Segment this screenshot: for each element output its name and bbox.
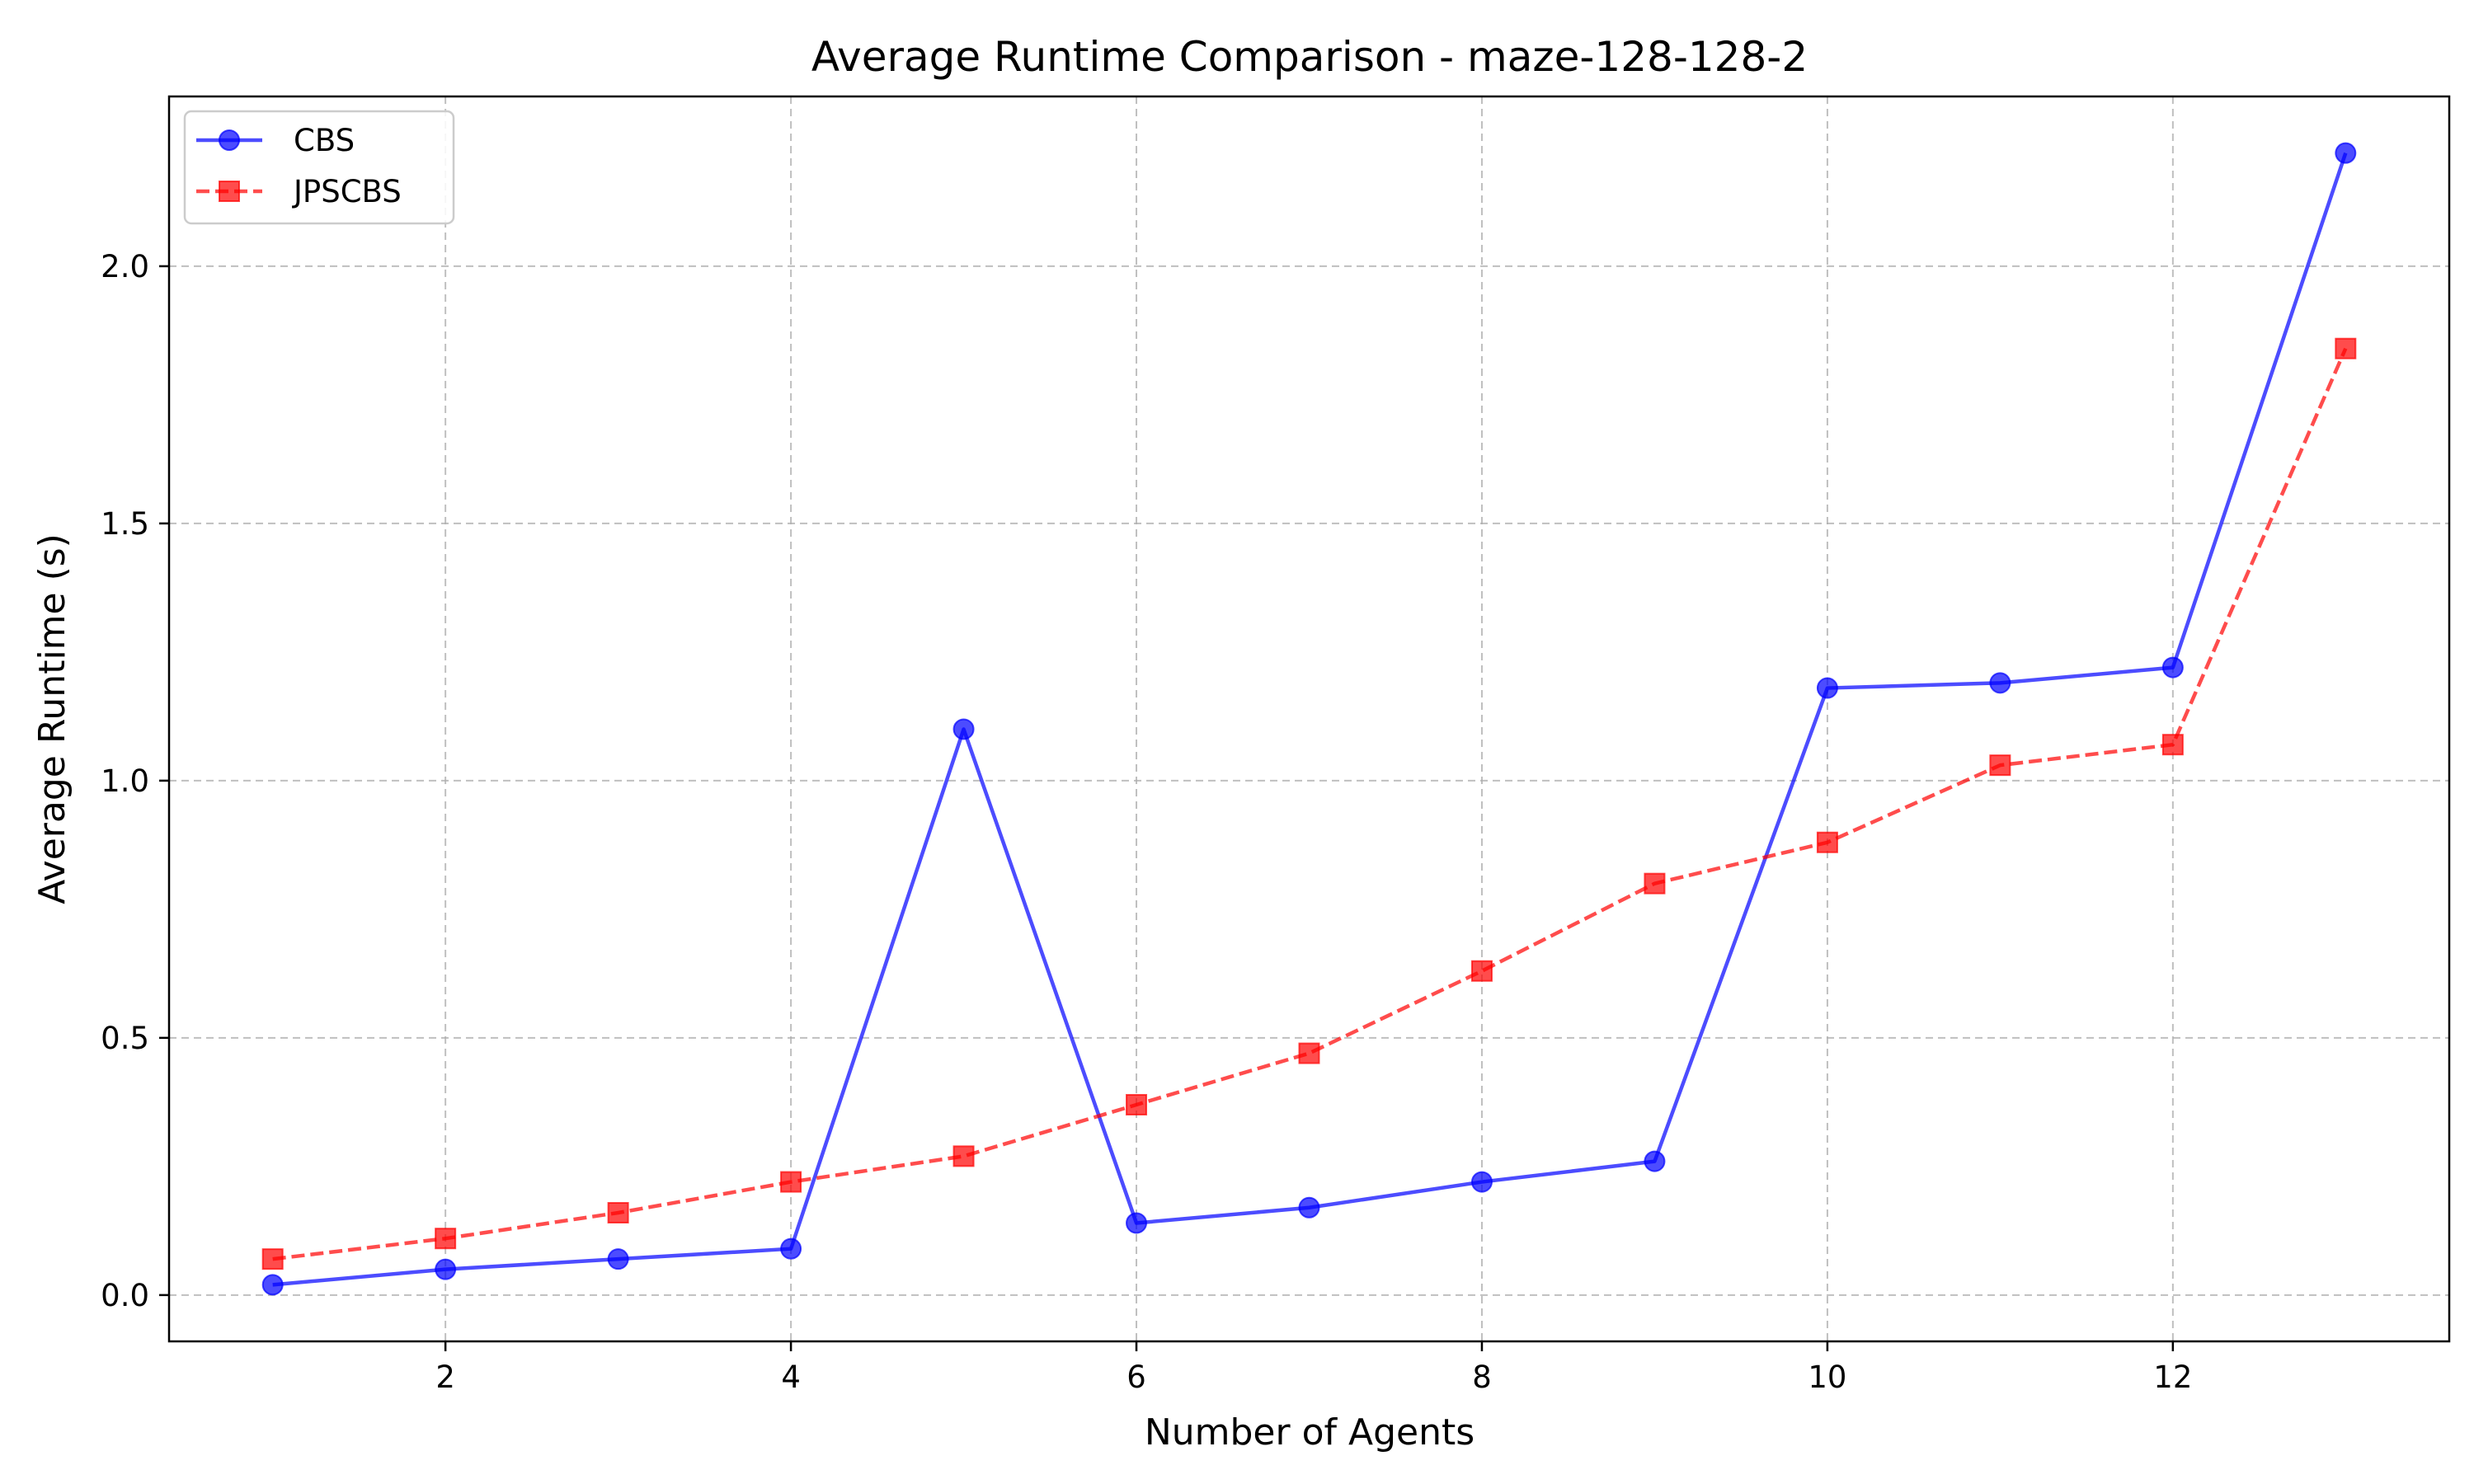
data-point-jpscbs (435, 1228, 457, 1250)
y-tick-label: 1.0 (101, 763, 149, 799)
data-point-jpscbs (1644, 872, 1666, 895)
data-point-jpscbs (261, 1248, 284, 1270)
data-point-cbs (607, 1248, 629, 1270)
data-point-jpscbs (1126, 1093, 1148, 1115)
legend: CBS JPSCBS (183, 110, 455, 225)
x-tick-label: 12 (2153, 1360, 2192, 1395)
data-point-jpscbs (952, 1145, 975, 1167)
plot-frame (167, 95, 2451, 1343)
data-point-cbs (1816, 677, 1838, 699)
legend-entry-jpscbs: JPSCBS (196, 174, 402, 209)
series-line-jpscbs (272, 347, 2348, 1261)
x-tick-label: 2 (435, 1360, 455, 1395)
x-tick-label: 4 (781, 1360, 801, 1395)
legend-label-cbs: CBS (294, 123, 355, 158)
data-point-jpscbs (780, 1171, 802, 1193)
data-point-cbs (1989, 672, 2011, 694)
x-axis-label: Number of Agents (1145, 1411, 1475, 1453)
data-point-jpscbs (1989, 754, 2011, 777)
data-point-cbs (2161, 656, 2184, 679)
data-point-jpscbs (2335, 337, 2357, 359)
data-point-jpscbs (1298, 1042, 1320, 1064)
legend-entry-cbs: CBS (196, 123, 355, 158)
data-point-cbs (261, 1274, 284, 1296)
data-point-cbs (435, 1258, 457, 1280)
y-tick-label: 0.5 (101, 1021, 149, 1056)
y-axis-ticks: 0.0 0.5 1.0 1.5 2.0 (101, 249, 169, 1313)
data-point-jpscbs (1470, 960, 1493, 982)
data-point-jpscbs (2161, 734, 2184, 756)
chart-title: Average Runtime Comparison - maze-128-12… (811, 33, 1808, 81)
series-layer (261, 142, 2357, 1296)
grid (169, 96, 2449, 1341)
data-point-jpscbs (607, 1202, 629, 1224)
x-tick-label: 10 (1808, 1360, 1846, 1395)
data-point-cbs (2335, 142, 2357, 164)
legend-label-jpscbs: JPSCBS (292, 174, 402, 209)
data-point-cbs (1470, 1171, 1493, 1193)
x-tick-label: 8 (1472, 1360, 1492, 1395)
data-point-cbs (952, 718, 975, 740)
series-jpscbs (261, 337, 2357, 1270)
legend-marker-cbs (219, 129, 240, 151)
data-point-cbs (780, 1237, 802, 1260)
x-tick-label: 6 (1126, 1360, 1146, 1395)
series-line-cbs (272, 152, 2348, 1287)
legend-marker-jpscbs (219, 181, 240, 202)
y-axis-label: Average Runtime (s) (31, 533, 73, 904)
series-cbs (261, 142, 2357, 1296)
data-point-jpscbs (1816, 831, 1838, 853)
y-tick-label: 0.0 (101, 1278, 149, 1313)
x-axis-ticks: 2 4 6 8 10 12 (435, 1341, 2192, 1395)
data-point-cbs (1644, 1150, 1666, 1172)
y-tick-label: 1.5 (101, 506, 149, 542)
data-point-cbs (1298, 1196, 1320, 1219)
y-tick-label: 2.0 (101, 249, 149, 284)
data-point-cbs (1126, 1212, 1148, 1234)
